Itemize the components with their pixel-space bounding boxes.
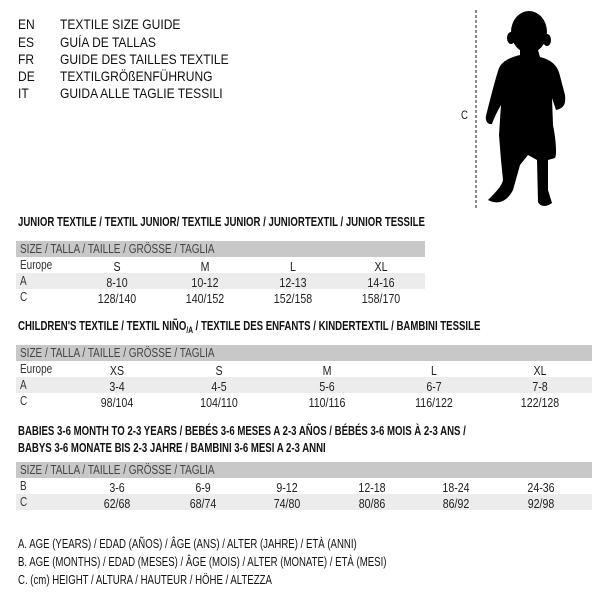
size-header: SIZE / TALLA / TAILLE / GRÖSSE / TAGLIA [20,346,215,360]
row-label: C [20,495,28,509]
babies-title-line2: BABYS 3-6 MONATE BIS 2-3 JAHRE / BAMBINI… [18,440,326,455]
language-title: TEXTILGRÖßENFÜHRUNG [60,68,213,84]
legend-item: C. (cm) HEIGHT / ALTURA / HAUTEUR / HÖHE… [18,572,272,587]
table-cell: 68/74 [189,497,217,511]
table-cell: 62/68 [103,497,131,511]
table-cell: 92/98 [527,497,555,511]
size-header-bar [16,241,425,257]
table-cell: 7-8 [532,380,548,394]
language-title: GUIDA ALLE TAGLIE TESSILI [60,85,223,101]
table-cell: 8-10 [106,276,128,290]
table-cell: 74/80 [273,497,301,511]
height-measure-label: C [461,108,468,122]
table-cell: XL [533,364,547,378]
table-cell: 122/128 [520,396,560,410]
table-cell: 5-6 [319,380,335,394]
row-label: A [20,274,27,288]
table-cell: 24-36 [527,481,555,495]
language-code: IT [18,85,29,101]
table-cell: 80/86 [358,497,386,511]
legend-item: A. AGE (YEARS) / EDAD (AÑOS) / ÂGE (ANS)… [18,536,357,551]
table-cell: 98/104 [100,396,134,410]
row-shade [16,494,592,510]
table-cell: 18-24 [442,481,470,495]
row-label: B [20,479,27,493]
table-cell: 6-7 [426,380,442,394]
row-label: A [20,378,27,392]
size-header-bar [16,462,592,478]
table-cell: 158/170 [361,292,401,306]
babies-title-line1: BABIES 3-6 MONTH TO 2-3 YEARS / BEBÉS 3-… [18,423,466,438]
language-title: GUÍA DE TALLAS [60,34,156,50]
children-title-part: /A [186,325,193,335]
table-cell: S [113,260,121,274]
row-label: C [20,290,28,304]
language-title: GUIDE DES TAILLES TEXTILE [60,51,229,67]
table-cell: 12-18 [358,481,386,495]
row-label: Europe [20,362,53,376]
table-cell: 4-5 [211,380,227,394]
table-cell: XL [374,260,388,274]
table-cell: 128/140 [97,292,137,306]
children-title: CHILDREN'S TEXTILE / TEXTIL NIÑO/A / TEX… [18,319,480,337]
table-cell: 152/158 [273,292,313,306]
table-cell: L [290,260,296,274]
size-header-bar [16,345,592,361]
row-label: Europe [20,258,53,272]
row-shade [16,273,425,289]
legend-item: B. AGE (MONTHS) / EDAD (MESES) / ÂGE (MO… [18,554,387,569]
row-label: C [20,394,28,408]
size-header: SIZE / TALLA / TAILLE / GRÖSSE / TAGLIA [20,242,215,256]
table-cell: M [200,260,210,274]
children-title-part: CHILDREN'S TEXTILE / TEXTIL NIÑO [18,318,187,333]
table-cell: 104/110 [200,396,238,410]
table-cell: 6-9 [195,481,211,495]
table-cell: 140/152 [185,292,225,306]
table-cell: 86/92 [442,497,470,511]
table-cell: 116/122 [415,396,453,410]
junior-title: JUNIOR TEXTILE / TEXTIL JUNIOR/ TEXTILE … [18,214,425,229]
table-cell: L [431,364,437,378]
children-title-part: / TEXTILE DES ENFANTS / KINDERTEXTIL / B… [192,318,481,333]
table-cell: 12-13 [279,276,307,290]
language-code: FR [18,51,35,67]
table-cell: 9-12 [276,481,298,495]
language-code: ES [18,34,35,50]
language-code: DE [18,68,35,84]
size-header: SIZE / TALLA / TAILLE / GRÖSSE / TAGLIA [20,463,215,477]
row-shade [16,377,592,393]
table-cell: M [322,364,332,378]
table-cell: 10-12 [191,276,219,290]
language-title: TEXTILE SIZE GUIDE [60,16,181,32]
table-cell: 3-6 [109,481,125,495]
table-cell: 14-16 [367,276,395,290]
child-silhouette-icon [475,10,566,208]
language-code: EN [18,16,35,32]
table-cell: 3-4 [109,380,125,394]
table-cell: 110/116 [308,396,346,410]
table-cell: S [215,364,223,378]
table-cell: XS [109,364,125,378]
